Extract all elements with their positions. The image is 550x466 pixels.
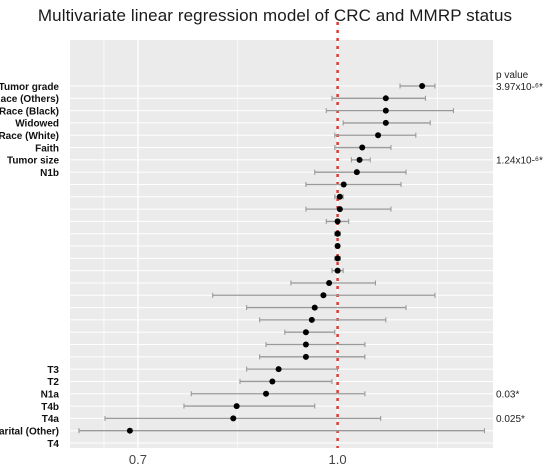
row-label: T3 [47,365,59,376]
row-label: Race (Others) [0,94,59,105]
x-tick-label: 0.7 [129,452,147,466]
estimate-point [334,243,341,250]
estimate-point [302,353,309,360]
estimate-point [359,144,366,151]
estimate-point [263,390,270,397]
row-label: T4b [41,402,59,413]
p-value-header: p value [496,70,529,81]
row-label: Race (White) [0,131,59,142]
plot-panel [70,40,493,448]
estimate-point [375,132,382,139]
estimate-point [302,329,309,336]
row-label: T2 [47,377,59,388]
estimate-point [356,156,363,163]
estimate-point [334,255,341,262]
estimate-point [233,403,240,410]
estimate-point [382,95,389,102]
estimate-point [302,341,309,348]
estimate-point [326,279,333,286]
x-tick-label: 1.0 [329,452,347,466]
row-label: Faith [35,143,59,154]
p-value: 0.03* [496,390,519,401]
row-label: Tumor size [7,156,59,167]
row-label: N1b [40,168,59,179]
estimate-point [353,169,360,176]
row-label: T4 [47,439,59,450]
estimate-point [334,218,341,225]
estimate-point [382,107,389,114]
chart-title: Multivariate linear regression model of … [37,6,513,25]
estimate-point [382,119,389,126]
estimate-point [126,427,133,434]
estimate-point [230,415,237,422]
estimate-point [336,193,343,200]
estimate-point [275,366,282,373]
estimate-point [419,83,426,89]
estimate-point [334,230,341,237]
estimate-point [308,316,315,323]
row-label: Marital (Other) [0,426,59,437]
p-value: 0.025* [496,414,525,425]
estimate-point [334,267,341,274]
p-value: 1.24x10-⁶* [496,156,543,167]
estimate-point [340,181,347,188]
row-label: T4a [42,414,60,425]
estimate-point [336,206,343,213]
p-value: 3.97x10-⁶* [496,82,543,93]
row-label: Tumor grade [0,82,59,93]
estimate-point [311,304,318,311]
estimate-point [269,378,276,385]
row-label: Race (Black) [0,106,59,117]
row-label: Widowed [15,119,59,130]
row-label: N1a [41,390,60,401]
estimate-point [320,292,327,299]
